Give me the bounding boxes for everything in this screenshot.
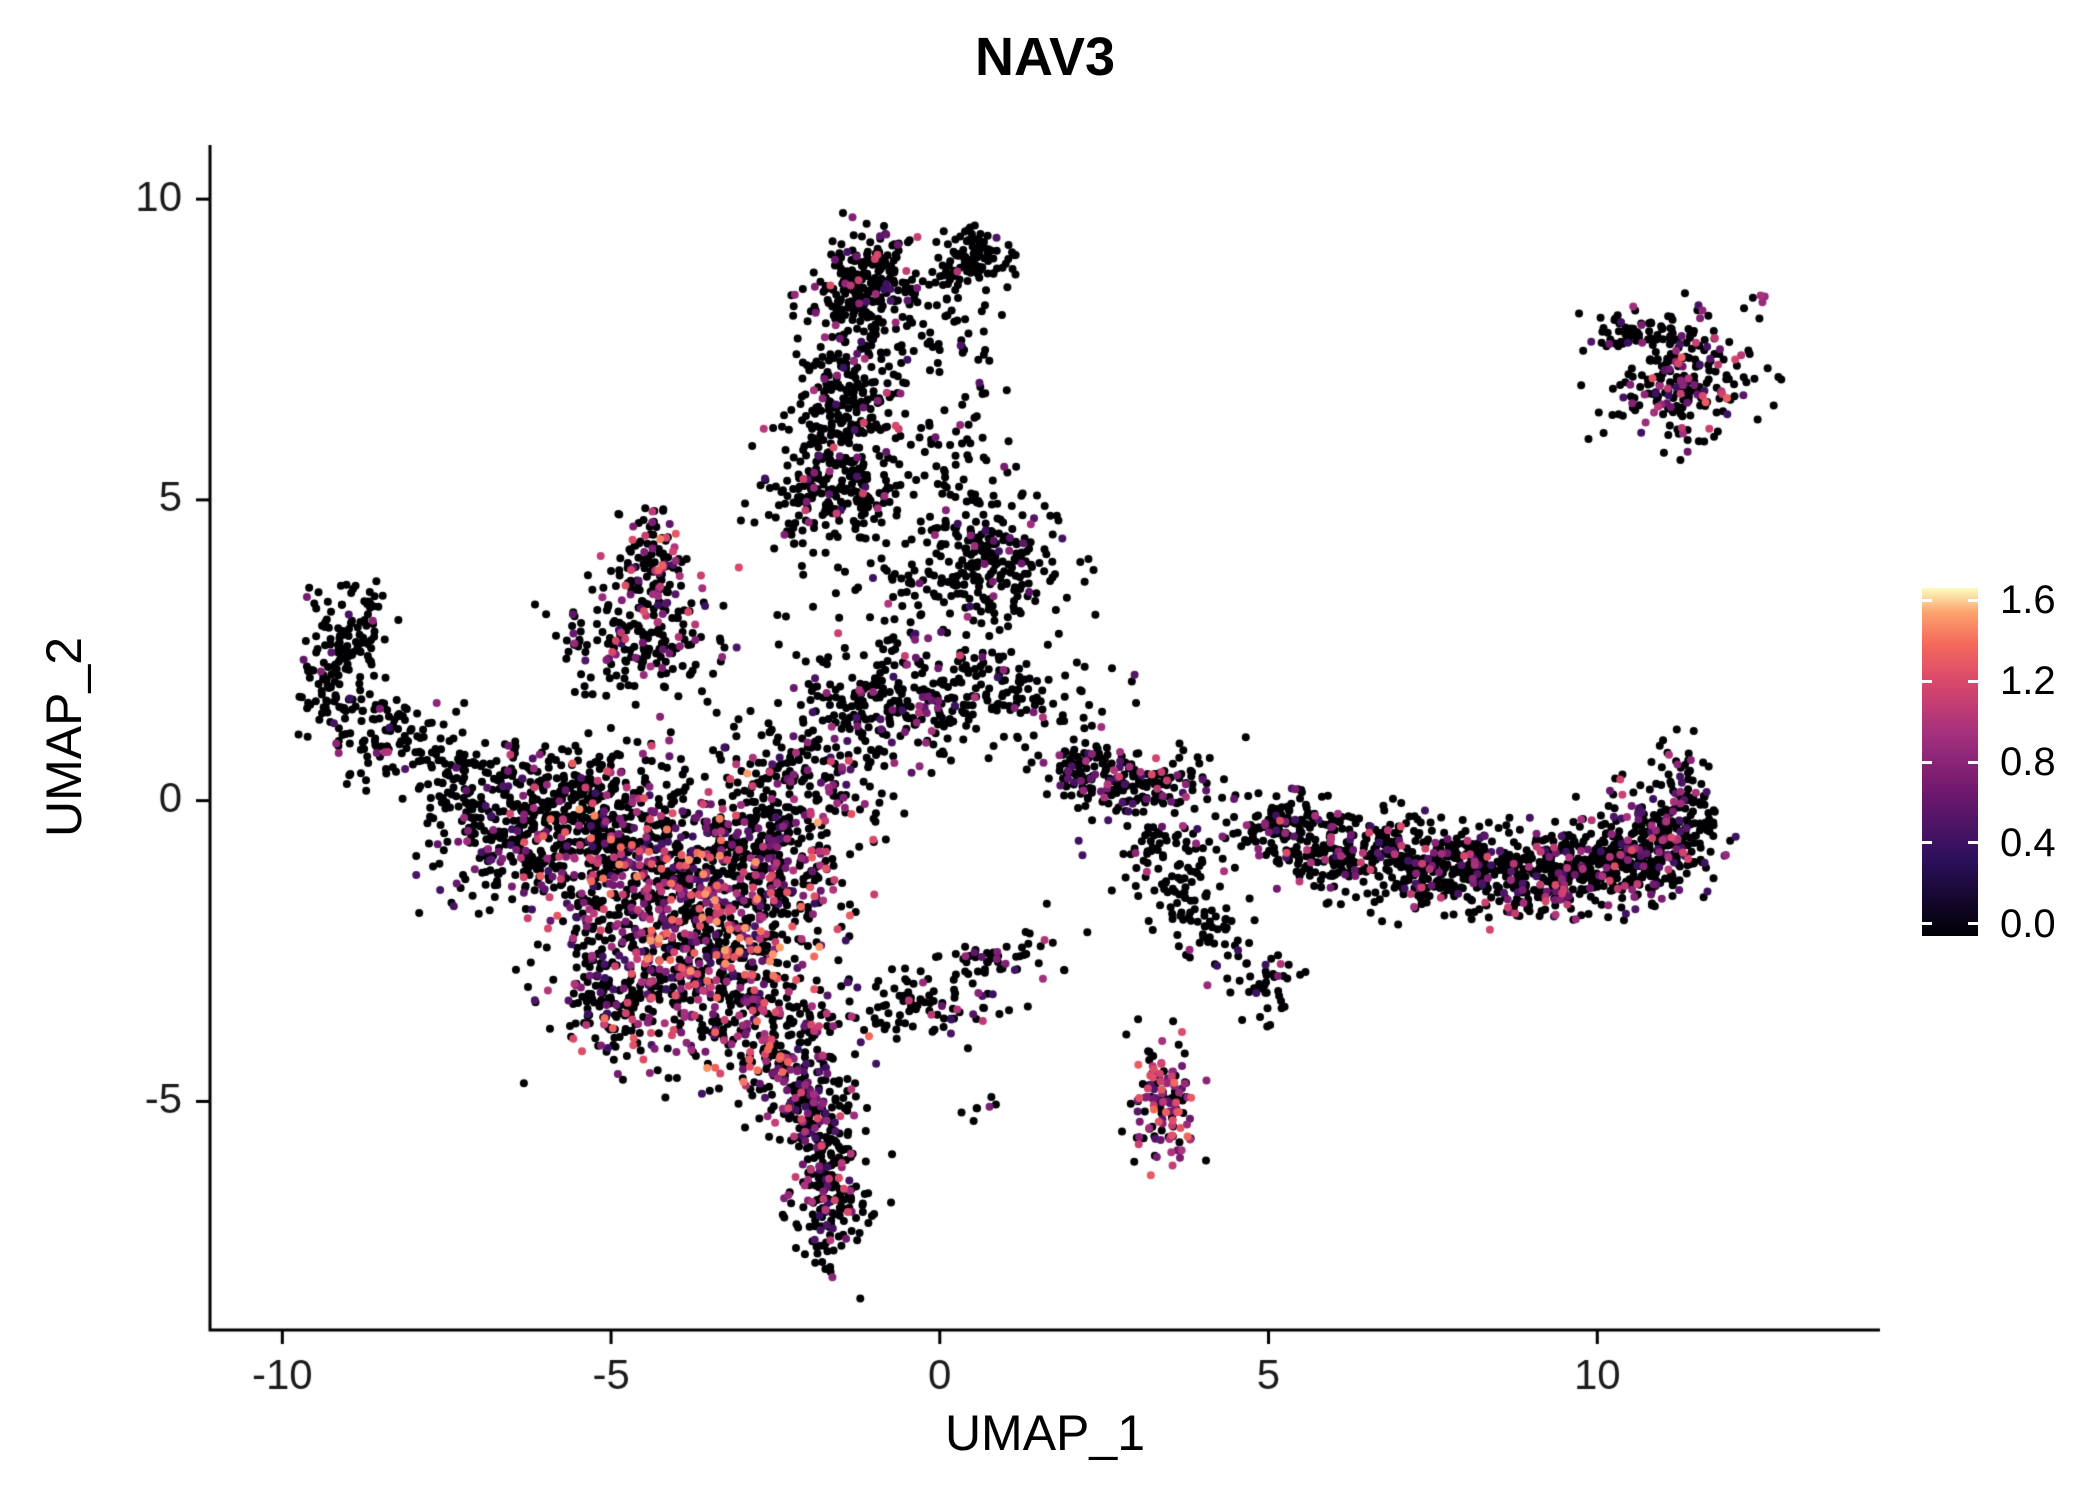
y-axis-label: UMAP_2 [36, 636, 92, 838]
colorbar-tick-mark [1922, 922, 1932, 926]
colorbar-tick-mark [1968, 598, 1978, 602]
colorbar-tick-label: 0.8 [2000, 740, 2056, 784]
colorbar-tick-mark [1922, 760, 1932, 764]
chart-title: NAV3 [974, 27, 1116, 87]
colorbar-tick-mark [1922, 679, 1932, 683]
colorbar-tick-mark [1968, 679, 1978, 683]
colorbar-tick-mark [1968, 922, 1978, 926]
colorbar-tick-label: 1.6 [2000, 578, 2056, 623]
colorbar-tick-label: 0.0 [2000, 901, 2056, 946]
colorbar-tick-mark [1922, 598, 1932, 602]
colorbar-tick-mark [1968, 841, 1978, 845]
x-axis-label: UMAP_1 [944, 1405, 1146, 1461]
colorbar-tick-label: 1.2 [2000, 659, 2056, 704]
colorbar-tick-mark [1922, 841, 1932, 845]
colorbar-tick-mark [1968, 760, 1978, 764]
colorbar-tick-label: 0.4 [2000, 820, 2056, 865]
